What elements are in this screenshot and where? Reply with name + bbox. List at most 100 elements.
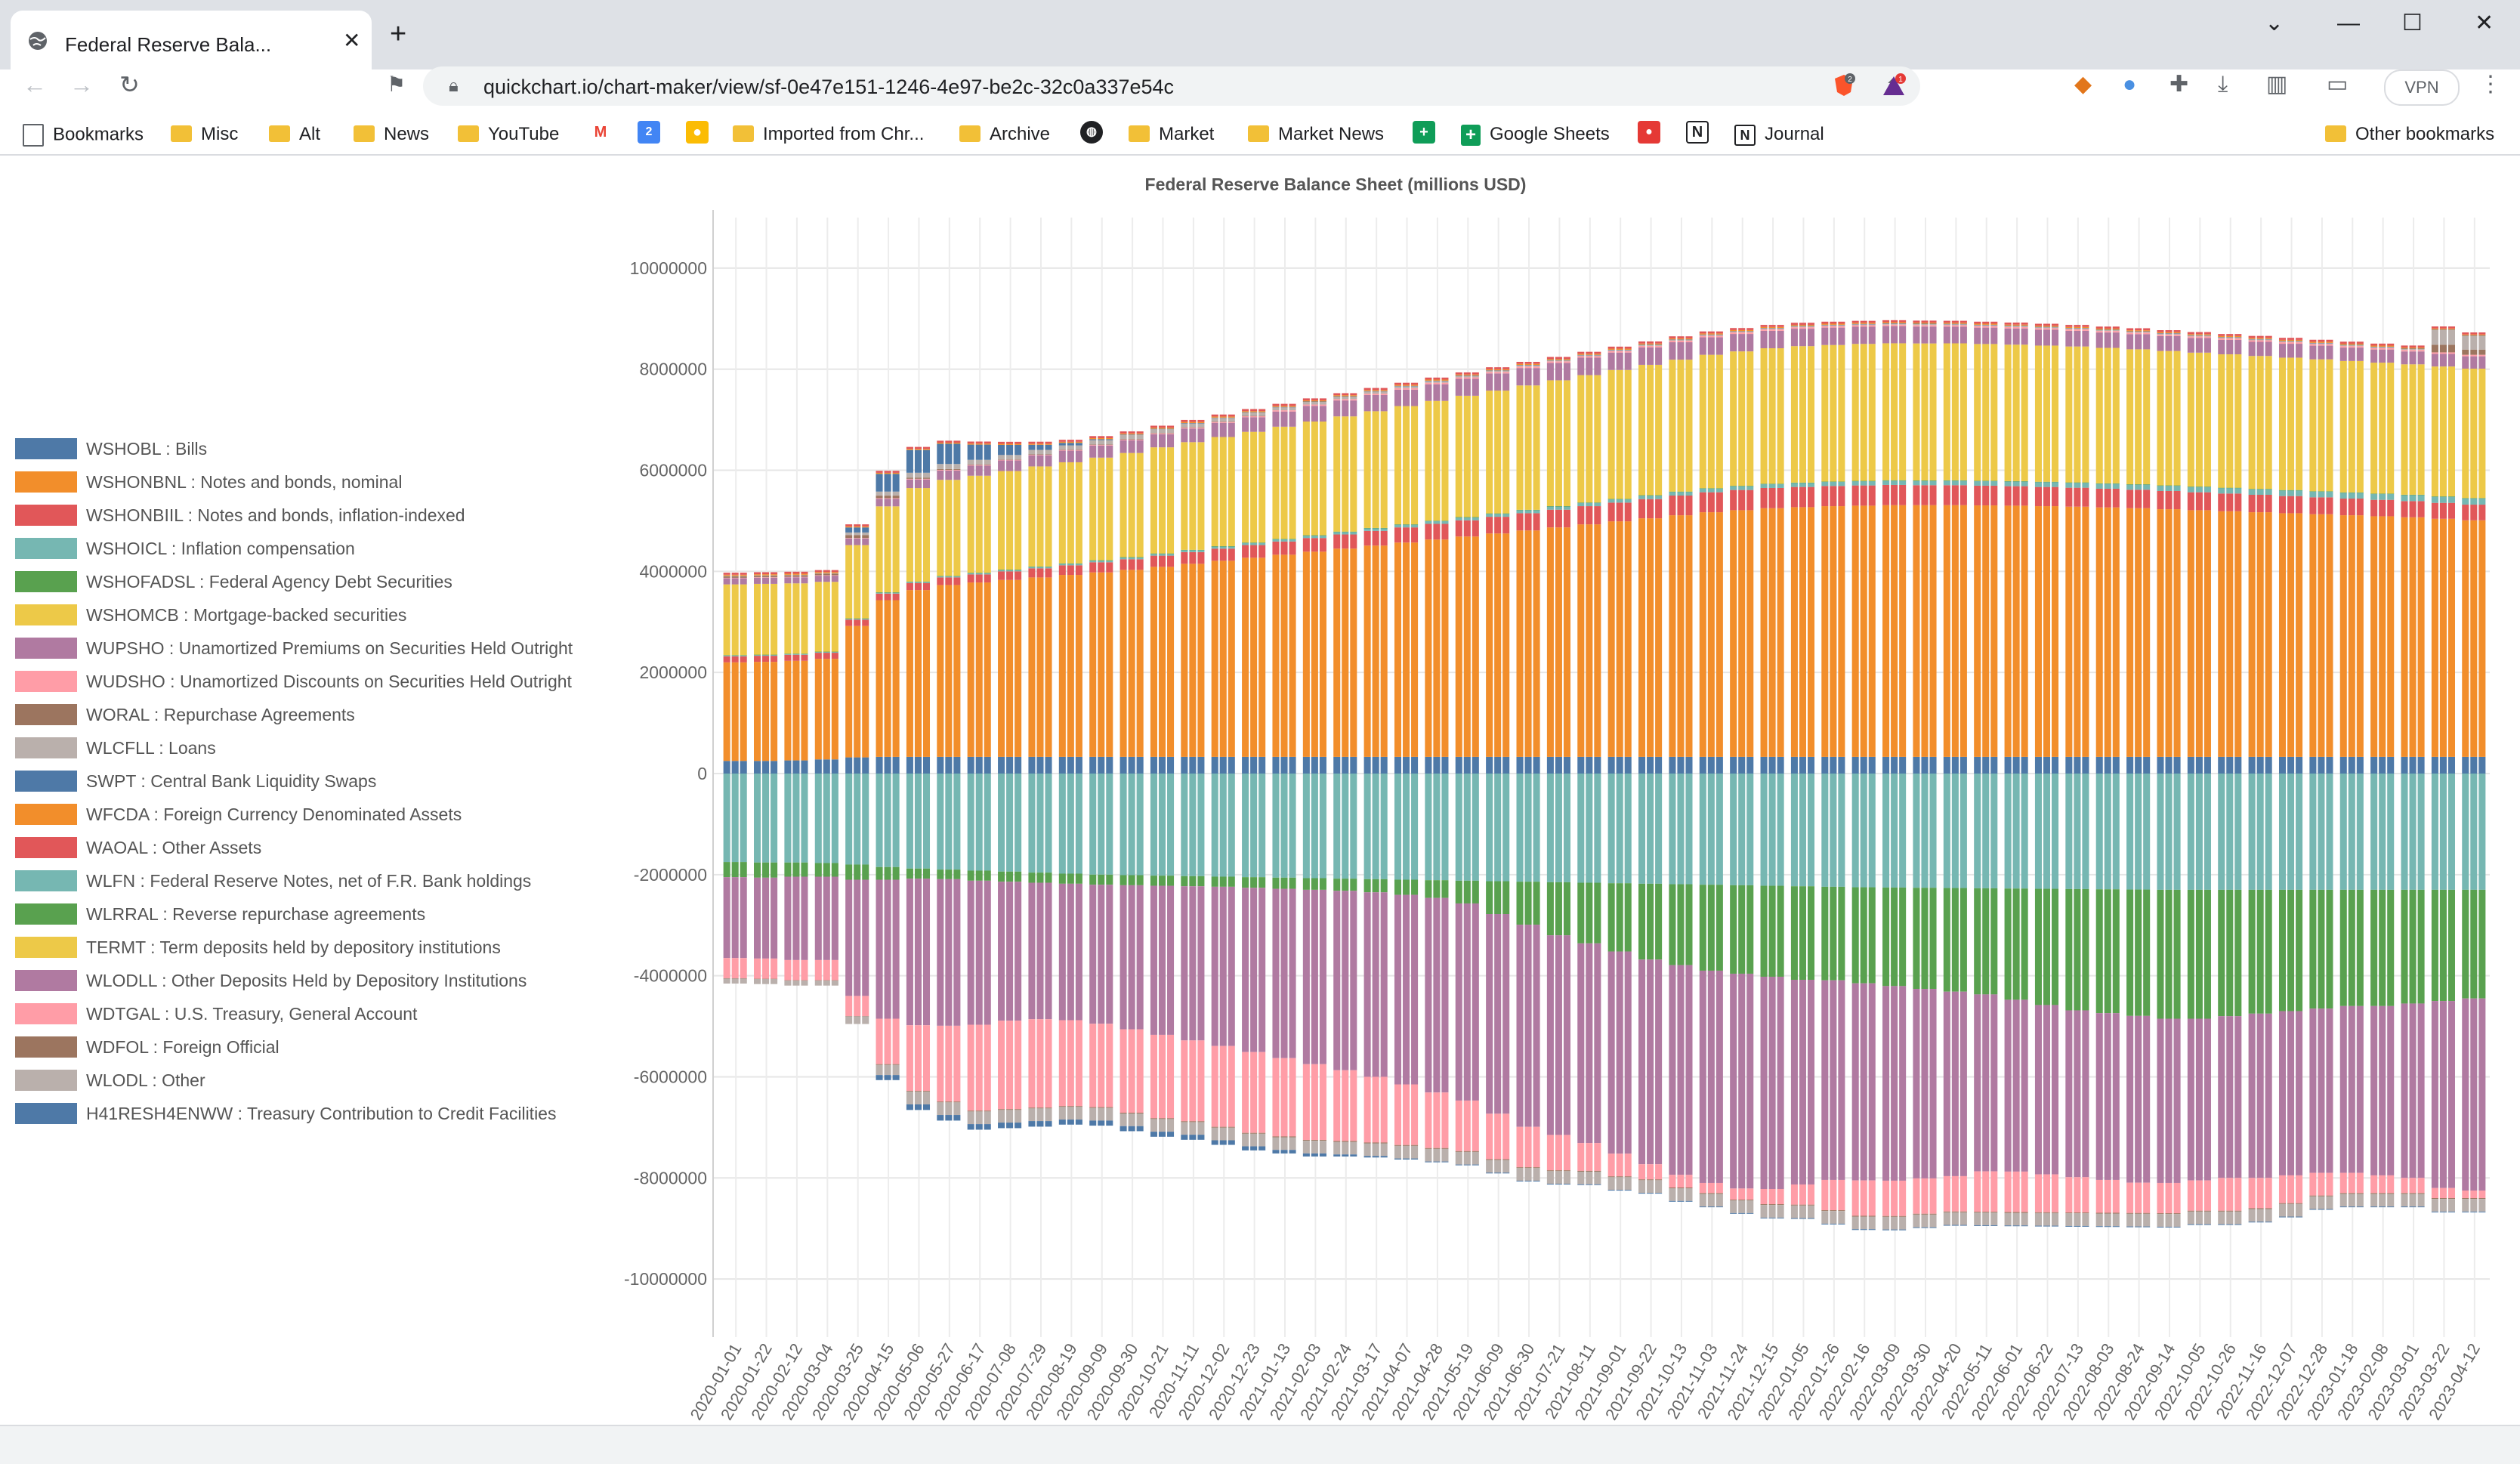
legend-swatch[interactable] <box>15 970 77 991</box>
brave-shields-icon[interactable]: 2 <box>1831 73 1857 103</box>
legend-swatch[interactable] <box>15 671 77 692</box>
legend-label[interactable]: TERMT : Term deposits held by depository… <box>86 937 501 957</box>
legend-label[interactable]: WLRRAL : Reverse repurchase agreements <box>86 904 425 924</box>
legend-swatch[interactable] <box>15 737 77 758</box>
sidebar-icon[interactable]: ▥ <box>2266 72 2288 97</box>
bookmark-item-journal[interactable]: N Journal <box>1734 124 1824 146</box>
bar-segment <box>740 774 747 863</box>
extension-check-icon[interactable]: ● <box>2123 72 2137 97</box>
bookmark-item-alt[interactable]: Alt <box>269 124 320 145</box>
legend-label[interactable]: WDFOL : Foreign Official <box>86 1037 279 1057</box>
download-icon[interactable]: ⤓ <box>2218 72 2228 97</box>
brave-rewards-icon[interactable]: 1 <box>1881 73 1907 103</box>
bar-segment <box>1014 455 1022 460</box>
legend-label[interactable]: WSHOMCB : Mortgage-backed securities <box>86 605 406 625</box>
bar-segment <box>876 471 883 473</box>
legend-label[interactable]: WLODLL : Other Deposits Held by Deposito… <box>86 971 527 990</box>
bar-segment <box>1119 1113 1127 1126</box>
legend-swatch[interactable] <box>15 870 77 891</box>
legend-swatch[interactable] <box>15 505 77 526</box>
legend-label[interactable]: WDTGAL : U.S. Treasury, General Account <box>86 1004 418 1024</box>
close-tab-icon[interactable]: ✕ <box>343 29 361 52</box>
legend-label[interactable]: WSHOBL : Bills <box>86 439 207 459</box>
legend-swatch[interactable] <box>15 1103 77 1124</box>
bar-segment <box>2431 326 2438 329</box>
sheets-icon[interactable]: + <box>1413 121 1435 144</box>
gmail-icon[interactable]: M <box>594 124 607 141</box>
extensions-puzzle-icon[interactable]: ✚ <box>2169 72 2189 97</box>
bar-segment <box>2012 1171 2020 1212</box>
legend-label[interactable]: WLFN : Federal Reserve Notes, net of F.R… <box>86 871 531 891</box>
vpn-button[interactable]: VPN <box>2384 69 2460 106</box>
bar-segment <box>2318 497 2325 514</box>
legend-swatch[interactable] <box>15 438 77 459</box>
back-button[interactable]: ← <box>23 71 47 98</box>
legend-swatch[interactable] <box>15 1003 77 1024</box>
bookmark-item-market-news[interactable]: Market News <box>1248 124 1384 145</box>
bookmark-item-market[interactable]: Market <box>1129 124 1214 145</box>
bar-segment <box>754 978 761 984</box>
tab-active[interactable]: Federal Reserve Bala... ✕ <box>11 11 372 69</box>
bar-segment <box>2379 343 2386 346</box>
globe-icon[interactable]: ◍ <box>1080 121 1103 144</box>
legend-label[interactable]: WSHOICL : Inflation compensation <box>86 539 355 558</box>
legend-swatch[interactable] <box>15 837 77 858</box>
minimize-button[interactable]: — <box>2337 11 2360 36</box>
bookmark-item-google-sheets[interactable]: + Google Sheets <box>1461 124 1610 146</box>
maximize-button[interactable]: ☐ <box>2402 11 2423 36</box>
bookmark-page-icon[interactable]: ⚑ <box>387 73 406 96</box>
legend-label[interactable]: WFCDA : Foreign Currency Denominated Ass… <box>86 805 462 824</box>
bookmark-item-other[interactable]: Other bookmarks <box>2325 124 2494 145</box>
legend-swatch[interactable] <box>15 937 77 958</box>
new-tab-button[interactable]: + <box>390 18 407 50</box>
bookmark-item-imported[interactable]: Imported from Chr... <box>733 124 924 145</box>
forward-button[interactable]: → <box>69 71 94 98</box>
bookmark-item-youtube[interactable]: YouTube <box>458 124 559 145</box>
metamask-fox-icon[interactable]: ◆ <box>2074 72 2092 97</box>
legend-swatch[interactable] <box>15 571 77 592</box>
reload-button[interactable]: ↻ <box>119 71 140 98</box>
legend-label[interactable]: WORAL : Repurchase Agreements <box>86 705 355 724</box>
legend-label[interactable]: SWPT : Central Bank Liquidity Swaps <box>86 771 376 791</box>
legend-swatch[interactable] <box>15 471 77 493</box>
legend-swatch[interactable] <box>15 804 77 825</box>
legend-label[interactable]: WSHONBIIL : Notes and bonds, inflation-i… <box>86 505 465 525</box>
legend-swatch[interactable] <box>15 903 77 925</box>
keep-icon[interactable]: ● <box>686 121 709 144</box>
bar-segment <box>1067 1120 1074 1125</box>
bar-segment <box>1594 354 1601 357</box>
legend-label[interactable]: WLODL : Other <box>86 1070 205 1090</box>
bar-segment <box>1058 440 1066 442</box>
bookmark-item-bookmarks[interactable]: Bookmarks <box>23 124 144 147</box>
menu-icon[interactable]: ⋮ <box>2479 72 2502 97</box>
legend-label[interactable]: WSHOFADSL : Federal Agency Debt Securiti… <box>86 572 452 591</box>
legend-swatch[interactable] <box>15 538 77 559</box>
legend-swatch[interactable] <box>15 604 77 625</box>
bar-segment <box>1990 756 1998 774</box>
calendar-icon[interactable]: 2 <box>638 121 660 144</box>
bar-segment <box>1372 530 1379 546</box>
notion-icon[interactable]: N <box>1686 121 1709 144</box>
bookmark-item-misc[interactable]: Misc <box>171 124 238 145</box>
red-app-icon[interactable]: ● <box>1638 121 1660 144</box>
legend-swatch[interactable] <box>15 638 77 659</box>
lock-icon[interactable]: 🔒︎ <box>449 76 459 96</box>
legend-label[interactable]: WUDSHO : Unamortized Discounts on Securi… <box>86 672 573 691</box>
legend-swatch[interactable] <box>15 771 77 792</box>
wallet-icon[interactable]: ▭ <box>2327 72 2349 97</box>
url-text[interactable]: quickchart.io/chart-maker/view/sf-0e47e1… <box>483 76 1175 98</box>
address-bar[interactable]: 🔒︎ quickchart.io/chart-maker/view/sf-0e4… <box>423 66 1920 106</box>
bar-segment <box>1921 480 1929 481</box>
bookmark-item-archive[interactable]: Archive <box>959 124 1050 145</box>
bookmark-item-news[interactable]: News <box>354 124 429 145</box>
legend-swatch[interactable] <box>15 704 77 725</box>
legend-label[interactable]: H41RESH4ENWW : Treasury Contribution to … <box>86 1104 556 1123</box>
legend-swatch[interactable] <box>15 1036 77 1058</box>
legend-label[interactable]: WSHONBNL : Notes and bonds, nominal <box>86 472 402 492</box>
legend-label[interactable]: WLCFLL : Loans <box>86 738 216 758</box>
legend-label[interactable]: WUPSHO : Unamortized Premiums on Securit… <box>86 638 573 658</box>
close-window-button[interactable]: ✕ <box>2475 11 2494 36</box>
legend-swatch[interactable] <box>15 1070 77 1091</box>
legend-label[interactable]: WAOAL : Other Assets <box>86 838 261 857</box>
tab-search-icon[interactable]: ⌄ <box>2265 11 2284 36</box>
